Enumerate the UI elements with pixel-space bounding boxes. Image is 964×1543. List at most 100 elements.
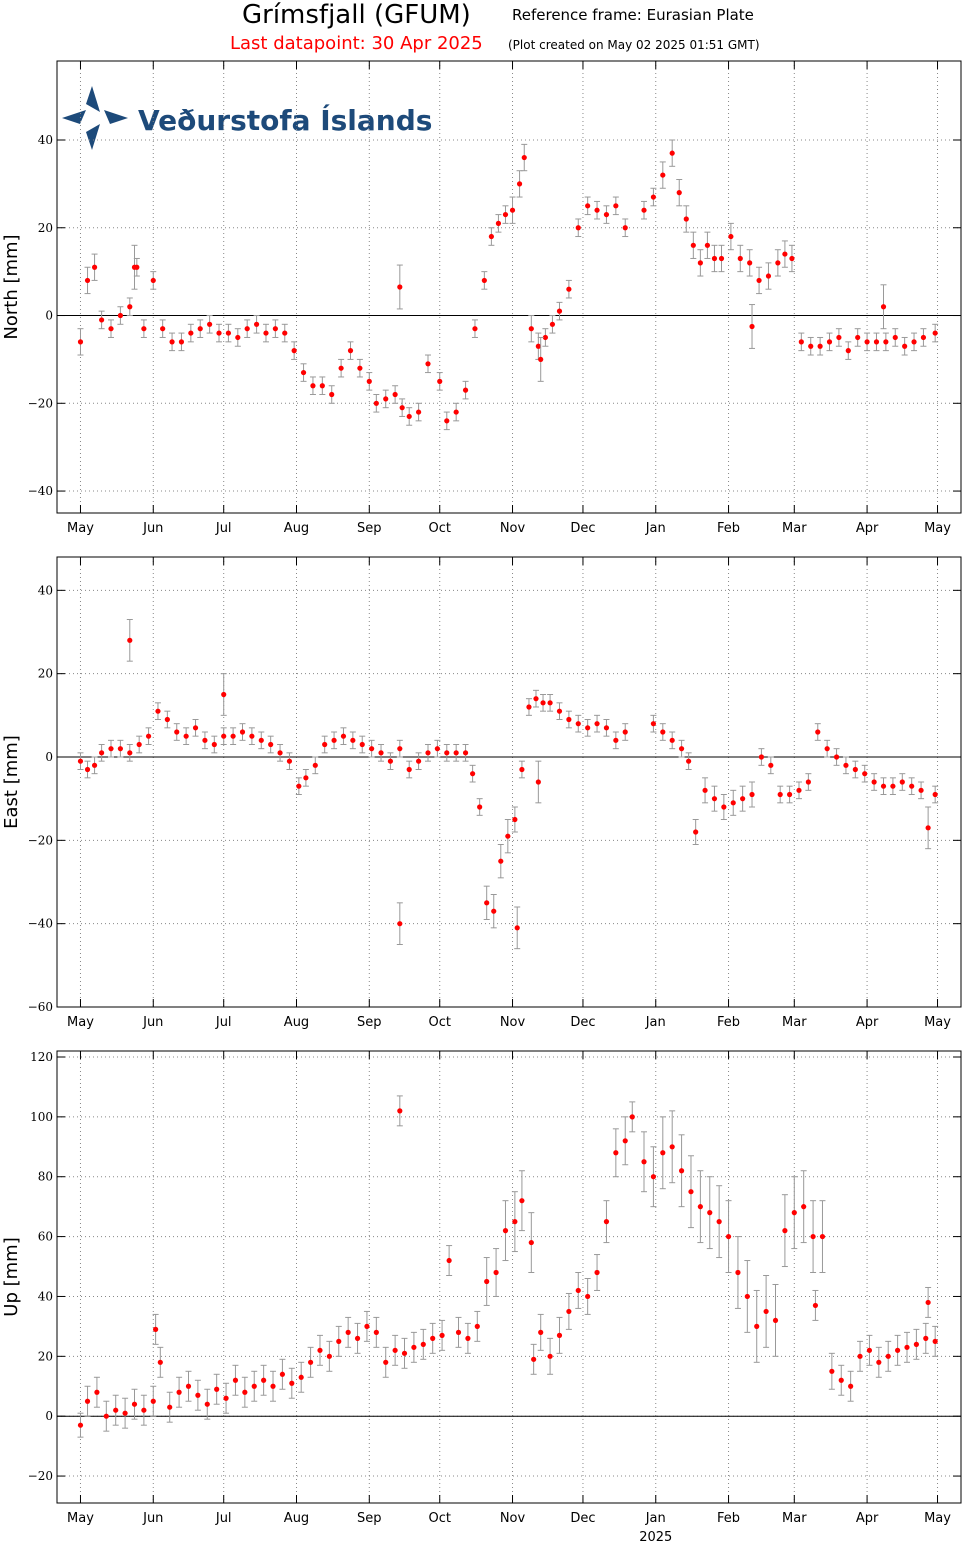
data-point	[195, 1392, 201, 1398]
data-point	[336, 1338, 342, 1344]
data-point	[291, 348, 297, 354]
data-point	[873, 339, 880, 345]
data-point	[521, 154, 527, 161]
logo-text: Veðurstofa Íslands	[138, 103, 432, 137]
data-point	[885, 1353, 891, 1359]
data-point	[749, 791, 755, 798]
data-point	[108, 746, 114, 752]
y-tick-label: −20	[28, 833, 53, 847]
x-tick-label: Feb	[717, 1511, 740, 1526]
data-point	[535, 343, 541, 349]
data-point	[540, 700, 546, 706]
data-point	[239, 729, 246, 735]
data-point	[749, 323, 755, 330]
data-point	[216, 330, 222, 336]
data-point	[721, 804, 727, 810]
data-point	[650, 721, 657, 727]
data-point	[622, 225, 628, 231]
data-point	[613, 203, 619, 209]
data-point	[383, 1359, 389, 1365]
data-point	[556, 1332, 563, 1338]
data-point	[772, 1317, 779, 1324]
data-point	[519, 766, 525, 773]
x-tick-label: Jan	[645, 1015, 666, 1030]
data-point	[669, 737, 675, 743]
y-tick-label: 80	[38, 1170, 53, 1184]
data-point	[84, 1398, 91, 1404]
data-point	[272, 326, 278, 332]
data-point	[397, 746, 403, 752]
data-point	[401, 1350, 408, 1356]
x-tick-label: Oct	[428, 1015, 450, 1030]
data-point	[526, 704, 532, 710]
x-tick-label: May	[67, 1511, 94, 1526]
data-point	[425, 750, 431, 756]
data-point	[725, 1233, 732, 1240]
data-point	[340, 733, 347, 739]
data-point	[77, 339, 84, 345]
data-point	[789, 255, 795, 262]
data-point	[157, 1359, 163, 1365]
y-tick-label: 40	[38, 583, 53, 597]
data-point	[261, 1377, 267, 1383]
data-point	[484, 900, 490, 906]
data-point	[406, 413, 412, 420]
x-tick-label: May	[67, 1015, 94, 1030]
x-tick-label: Nov	[500, 1015, 526, 1030]
data-point	[303, 775, 309, 781]
panel-1: −60 −40 −20 0 20 40 May Jun Jul Aug Sep Oct Nov Dec Ja…	[1, 556, 962, 1030]
data-point	[704, 242, 711, 248]
data-point	[686, 758, 692, 764]
data-point	[319, 383, 325, 389]
data-point	[357, 365, 363, 371]
panel-0: −40 −20 0 20 40 May Jun Jul Aug Sep Oct Nov Dec Jan Fe…	[1, 60, 962, 536]
data-point	[756, 277, 762, 284]
data-point	[641, 1159, 647, 1165]
data-point	[369, 746, 375, 752]
data-point	[455, 1329, 462, 1335]
data-point	[446, 1257, 452, 1264]
x-tick-label: Mar	[782, 1511, 807, 1526]
data-point	[533, 696, 539, 702]
y-tick-label: 100	[30, 1110, 53, 1124]
data-point	[836, 334, 842, 341]
x-tick-label: Feb	[717, 1015, 740, 1030]
data-point	[406, 766, 412, 773]
data-point	[650, 194, 657, 200]
data-point	[214, 1386, 220, 1392]
data-point	[566, 716, 572, 723]
data-point	[103, 1413, 109, 1419]
data-point	[862, 771, 868, 777]
data-point	[883, 339, 889, 345]
data-point	[702, 787, 708, 793]
x-tick-label: Jul	[215, 1015, 232, 1030]
data-point	[566, 286, 572, 292]
data-point	[141, 1407, 147, 1413]
y-tick-label: −40	[28, 484, 53, 498]
data-point	[688, 1189, 694, 1195]
data-point	[397, 921, 403, 927]
data-point	[416, 409, 422, 415]
data-point	[453, 409, 459, 415]
y-tick-label: 0	[45, 1409, 53, 1423]
data-point	[397, 284, 403, 290]
data-point	[204, 1401, 210, 1407]
data-point	[829, 1368, 835, 1374]
data-point	[782, 251, 788, 257]
data-point	[669, 150, 675, 156]
x-tick-label: Jan	[645, 1511, 666, 1526]
data-point	[775, 260, 781, 266]
data-point	[183, 733, 189, 739]
data-point	[373, 400, 379, 406]
data-point	[495, 220, 502, 226]
x-tick-label: Oct	[428, 521, 450, 536]
plot-frame	[56, 1050, 962, 1504]
data-point	[484, 1278, 490, 1285]
data-point	[472, 326, 478, 332]
data-point	[131, 1401, 138, 1407]
data-point	[613, 1150, 619, 1156]
data-point	[84, 766, 91, 773]
data-point	[470, 771, 476, 777]
data-point	[852, 766, 858, 773]
x-tick-label: Aug	[284, 521, 309, 536]
